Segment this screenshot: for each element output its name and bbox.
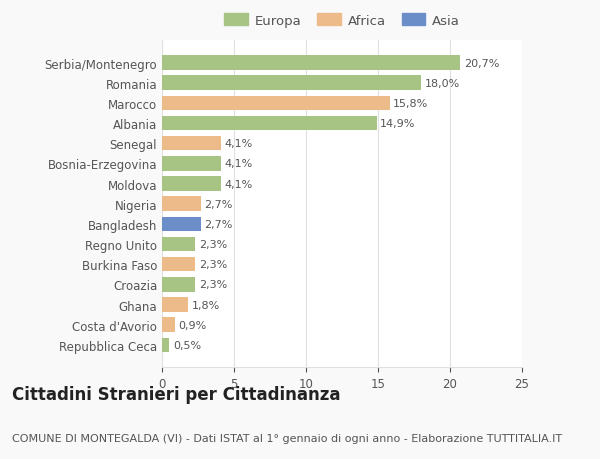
Bar bbox=[162, 76, 421, 91]
Bar bbox=[162, 257, 195, 272]
Bar bbox=[162, 237, 195, 252]
Text: 0,5%: 0,5% bbox=[173, 340, 201, 350]
Text: 2,3%: 2,3% bbox=[199, 240, 227, 250]
Bar bbox=[162, 297, 188, 312]
Bar bbox=[162, 318, 175, 332]
Text: 4,1%: 4,1% bbox=[224, 139, 253, 149]
Text: 4,1%: 4,1% bbox=[224, 179, 253, 189]
Bar bbox=[162, 157, 221, 171]
Bar bbox=[162, 177, 221, 191]
Text: 0,9%: 0,9% bbox=[179, 320, 207, 330]
Text: COMUNE DI MONTEGALDA (VI) - Dati ISTAT al 1° gennaio di ogni anno - Elaborazione: COMUNE DI MONTEGALDA (VI) - Dati ISTAT a… bbox=[12, 433, 562, 442]
Text: 1,8%: 1,8% bbox=[191, 300, 220, 310]
Text: 2,3%: 2,3% bbox=[199, 280, 227, 290]
Bar bbox=[162, 217, 201, 232]
Legend: Europa, Africa, Asia: Europa, Africa, Asia bbox=[220, 10, 464, 32]
Bar bbox=[162, 96, 389, 111]
Text: 18,0%: 18,0% bbox=[425, 78, 460, 89]
Text: 2,7%: 2,7% bbox=[205, 199, 233, 209]
Text: 2,7%: 2,7% bbox=[205, 219, 233, 230]
Bar bbox=[162, 117, 377, 131]
Text: Cittadini Stranieri per Cittadinanza: Cittadini Stranieri per Cittadinanza bbox=[12, 386, 341, 403]
Text: 4,1%: 4,1% bbox=[224, 159, 253, 169]
Text: 15,8%: 15,8% bbox=[393, 99, 428, 109]
Bar bbox=[162, 278, 195, 292]
Bar bbox=[162, 56, 460, 71]
Text: 14,9%: 14,9% bbox=[380, 119, 416, 129]
Bar bbox=[162, 338, 169, 353]
Bar bbox=[162, 137, 221, 151]
Bar bbox=[162, 197, 201, 212]
Text: 20,7%: 20,7% bbox=[464, 58, 499, 68]
Text: 2,3%: 2,3% bbox=[199, 260, 227, 269]
